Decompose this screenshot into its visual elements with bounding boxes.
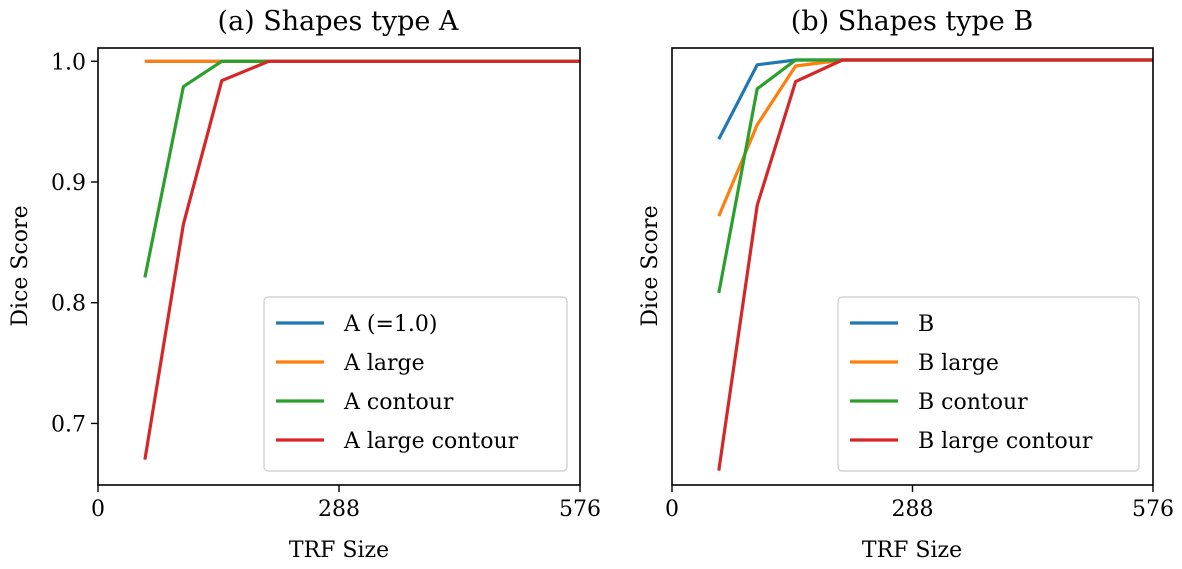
series-line-0	[717, 58, 1153, 140]
legend-label-2: A contour	[343, 390, 454, 415]
legend-frame	[837, 296, 1140, 472]
legend-label-3: A large contour	[343, 429, 519, 454]
legend-label-0: A (=1.0)	[343, 312, 437, 337]
x-tick-label: 288	[892, 497, 934, 522]
legend-label-0: B	[918, 312, 934, 337]
panel-b: (b) Shapes type B 0 288 576 TRF Size Dice …	[638, 6, 1174, 563]
legend-frame	[263, 296, 568, 472]
axis-ticks: 0 288 576 0.7 0.8 0.9 1.0	[51, 50, 601, 522]
y-tick-label: 1.0	[51, 50, 86, 75]
series-line-2	[143, 59, 580, 278]
series-group	[143, 59, 580, 460]
series-line-3	[717, 58, 1153, 471]
y-tick-label: 0.8	[51, 292, 86, 317]
legend: A (=1.0) A large A contour A large contour	[263, 296, 568, 472]
series-line-1	[717, 58, 1153, 217]
series-group	[717, 58, 1153, 471]
legend-label-2: B contour	[918, 390, 1028, 415]
legend-label-3: B large contour	[918, 429, 1093, 454]
x-tick-label: 576	[1132, 497, 1174, 522]
legend: B B large B contour B large contour	[837, 296, 1140, 472]
legend-label-1: B large	[918, 351, 999, 376]
x-axis-label: TRF Size	[862, 538, 962, 563]
series-line-2	[717, 58, 1153, 294]
x-tick-label: 576	[559, 497, 601, 522]
x-tick-label: 0	[91, 497, 105, 522]
legend-label-1: A large	[343, 351, 425, 376]
y-axis-label: Dice Score	[638, 205, 663, 326]
chart-title: (b) Shapes type B	[791, 6, 1033, 37]
chart-title: (a) Shapes type A	[218, 6, 459, 37]
y-tick-label: 0.7	[51, 412, 86, 437]
y-tick-label: 0.9	[51, 171, 86, 196]
x-tick-label: 0	[665, 497, 679, 522]
series-line-3	[143, 59, 580, 460]
axis-ticks: 0 288 576	[665, 485, 1174, 522]
x-axis-label: TRF Size	[289, 538, 389, 563]
panel-a: (a) Shapes type A 0 288 576 0.7 0.8 0.9 1.0 TR…	[8, 6, 601, 563]
x-tick-label: 288	[318, 497, 360, 522]
y-axis-label: Dice Score	[8, 205, 33, 326]
